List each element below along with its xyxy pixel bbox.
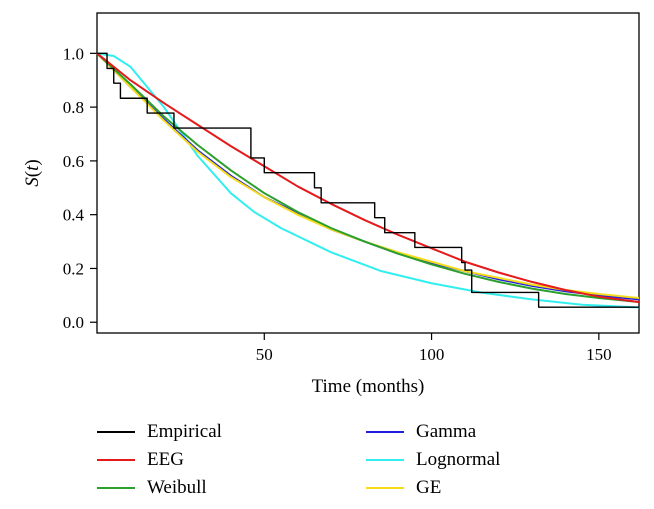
- x-tick-label: 150: [586, 345, 612, 364]
- legend: Empirical EEG Weibull Gamma Lognormal GE: [0, 408, 654, 509]
- legend-label: EEG: [147, 449, 184, 470]
- y-tick-label: 0.4: [63, 206, 85, 225]
- legend-swatch: [97, 459, 135, 461]
- legend-swatch: [97, 431, 135, 433]
- legend-swatch: [366, 459, 404, 461]
- legend-item-weibull: Weibull: [97, 476, 207, 500]
- y-tick-label: 0.0: [63, 313, 84, 332]
- legend-item-gamma: Gamma: [366, 420, 476, 444]
- legend-label: Weibull: [147, 477, 207, 498]
- legend-swatch: [366, 431, 404, 433]
- series-line-empirical: [97, 52, 639, 308]
- series-line-weibull: [96, 52, 640, 304]
- legend-label: Empirical: [147, 421, 222, 442]
- series-line-gamma: [96, 52, 640, 301]
- survival-chart: 50 100 150 0.0 0.2 0.4 0.6 0.8 1.0 Time (months)…: [22, 12, 640, 397]
- series-line-lognormal: [96, 52, 640, 309]
- legend-item-eeg: EEG: [97, 448, 184, 472]
- legend-swatch: [97, 487, 135, 489]
- legend-swatch: [366, 487, 404, 489]
- y-tick-label: 0.8: [63, 98, 84, 117]
- legend-label: GE: [416, 477, 442, 498]
- y-tick-label: 0.6: [63, 152, 84, 171]
- plot-frame: [96, 12, 640, 334]
- series-line-eeg: [96, 52, 640, 304]
- x-axis-label: Time (months): [312, 376, 425, 397]
- legend-label: Lognormal: [416, 449, 501, 470]
- x-tick-label: 50: [256, 345, 273, 364]
- legend-item-lognormal: Lognormal: [366, 448, 500, 472]
- legend-label: Gamma: [416, 421, 477, 442]
- y-tick-label: 0.2: [63, 259, 84, 278]
- y-axis-label: S(t): [22, 159, 43, 186]
- x-tick-label: 100: [419, 345, 445, 364]
- legend-item-ge: GE: [366, 476, 441, 500]
- svg-text:S(t): S(t): [22, 159, 43, 186]
- y-tick-label: 1.0: [63, 44, 84, 63]
- series-line-ge: [96, 52, 640, 300]
- legend-item-empirical: Empirical: [97, 420, 222, 444]
